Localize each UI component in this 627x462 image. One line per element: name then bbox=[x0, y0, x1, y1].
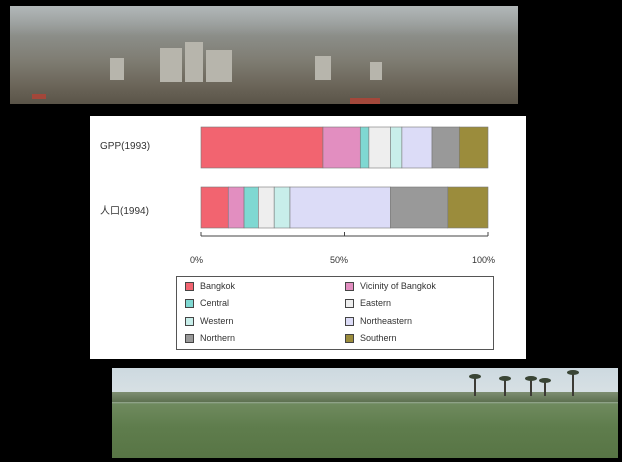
palm-crown bbox=[469, 374, 481, 379]
bar-segment-central bbox=[359, 126, 370, 169]
legend-label: Northern bbox=[200, 333, 236, 343]
palm-crown bbox=[567, 370, 579, 375]
bar-segment-northeastern bbox=[289, 186, 391, 229]
row-label-gpp: GPP(1993) bbox=[100, 141, 151, 152]
legend-label: Eastern bbox=[360, 298, 392, 308]
legend-item-northeastern: Northeastern bbox=[345, 316, 413, 327]
legend-swatch bbox=[185, 317, 194, 327]
rice-field-photo bbox=[112, 368, 618, 458]
stacked-bar-chart bbox=[200, 126, 489, 237]
legend-swatch bbox=[345, 282, 354, 292]
building bbox=[160, 48, 182, 82]
sky-haze bbox=[10, 6, 518, 36]
legend-label: Western bbox=[200, 316, 234, 326]
bar-segment-bangkok bbox=[200, 186, 229, 229]
bars-group bbox=[200, 126, 489, 229]
palm-crown bbox=[499, 376, 511, 381]
legend-swatch bbox=[345, 334, 354, 344]
row-label-population: 人口(1994) bbox=[100, 206, 149, 217]
tick-label-50: 50% bbox=[330, 255, 349, 265]
bar-segment-vicinity-of-bangkok bbox=[322, 126, 361, 169]
legend-label: Central bbox=[200, 298, 230, 308]
legend-item-western: Western bbox=[185, 316, 234, 327]
bar-segment-northern bbox=[431, 126, 460, 169]
building bbox=[315, 56, 331, 80]
chart-panel: GPP(1993) 人口(1994) 0% 50% 100% Bangkok V… bbox=[90, 116, 526, 359]
tick-label-0: 0% bbox=[190, 255, 204, 265]
red-roof bbox=[32, 94, 46, 99]
legend-item-vicinity: Vicinity of Bangkok bbox=[345, 281, 436, 292]
red-roof bbox=[350, 98, 380, 104]
bar-segment-northern bbox=[390, 186, 449, 229]
treeline bbox=[112, 392, 618, 402]
palm-crown bbox=[525, 376, 537, 381]
bar-segment-eastern bbox=[258, 186, 275, 229]
palm-tree bbox=[530, 378, 532, 396]
tick-label-100: 100% bbox=[472, 255, 496, 265]
city-skyline-photo bbox=[10, 6, 518, 104]
legend-label: Northeastern bbox=[360, 316, 413, 326]
palm-tree bbox=[544, 380, 546, 396]
bar-segment-bangkok bbox=[200, 126, 324, 169]
bar-segment-vicinity-of-bangkok bbox=[227, 186, 245, 229]
legend-item-southern: Southern bbox=[345, 333, 397, 344]
legend-swatch bbox=[185, 282, 194, 292]
bar-segment-central bbox=[243, 186, 259, 229]
legend-swatch bbox=[345, 317, 354, 327]
palm-tree bbox=[474, 376, 476, 396]
bar-segment-northeastern bbox=[401, 126, 433, 169]
building bbox=[206, 50, 232, 82]
bar-segment-eastern bbox=[368, 126, 391, 169]
legend-swatch bbox=[185, 334, 194, 344]
palm-crown bbox=[539, 378, 551, 383]
legend-item-eastern: Eastern bbox=[345, 298, 392, 309]
chart-legend: Bangkok Vicinity of Bangkok Central East… bbox=[176, 276, 494, 350]
legend-label: Bangkok bbox=[200, 281, 236, 291]
legend-label: Vicinity of Bangkok bbox=[360, 281, 436, 291]
legend-item-northern: Northern bbox=[185, 333, 236, 344]
building bbox=[185, 42, 203, 82]
bar-segment-southern bbox=[458, 126, 489, 169]
palm-tree bbox=[504, 378, 506, 396]
legend-item-central: Central bbox=[185, 298, 230, 309]
legend-label: Southern bbox=[360, 333, 397, 343]
building bbox=[110, 58, 124, 80]
legend-swatch bbox=[345, 299, 354, 309]
bar-segment-western bbox=[390, 126, 403, 169]
x-axis bbox=[200, 232, 489, 237]
bar-segment-southern bbox=[447, 186, 489, 229]
legend-item-bangkok: Bangkok bbox=[185, 281, 236, 292]
bar-segment-western bbox=[273, 186, 291, 229]
building bbox=[370, 62, 382, 80]
palm-tree bbox=[572, 372, 574, 396]
legend-swatch bbox=[185, 299, 194, 309]
